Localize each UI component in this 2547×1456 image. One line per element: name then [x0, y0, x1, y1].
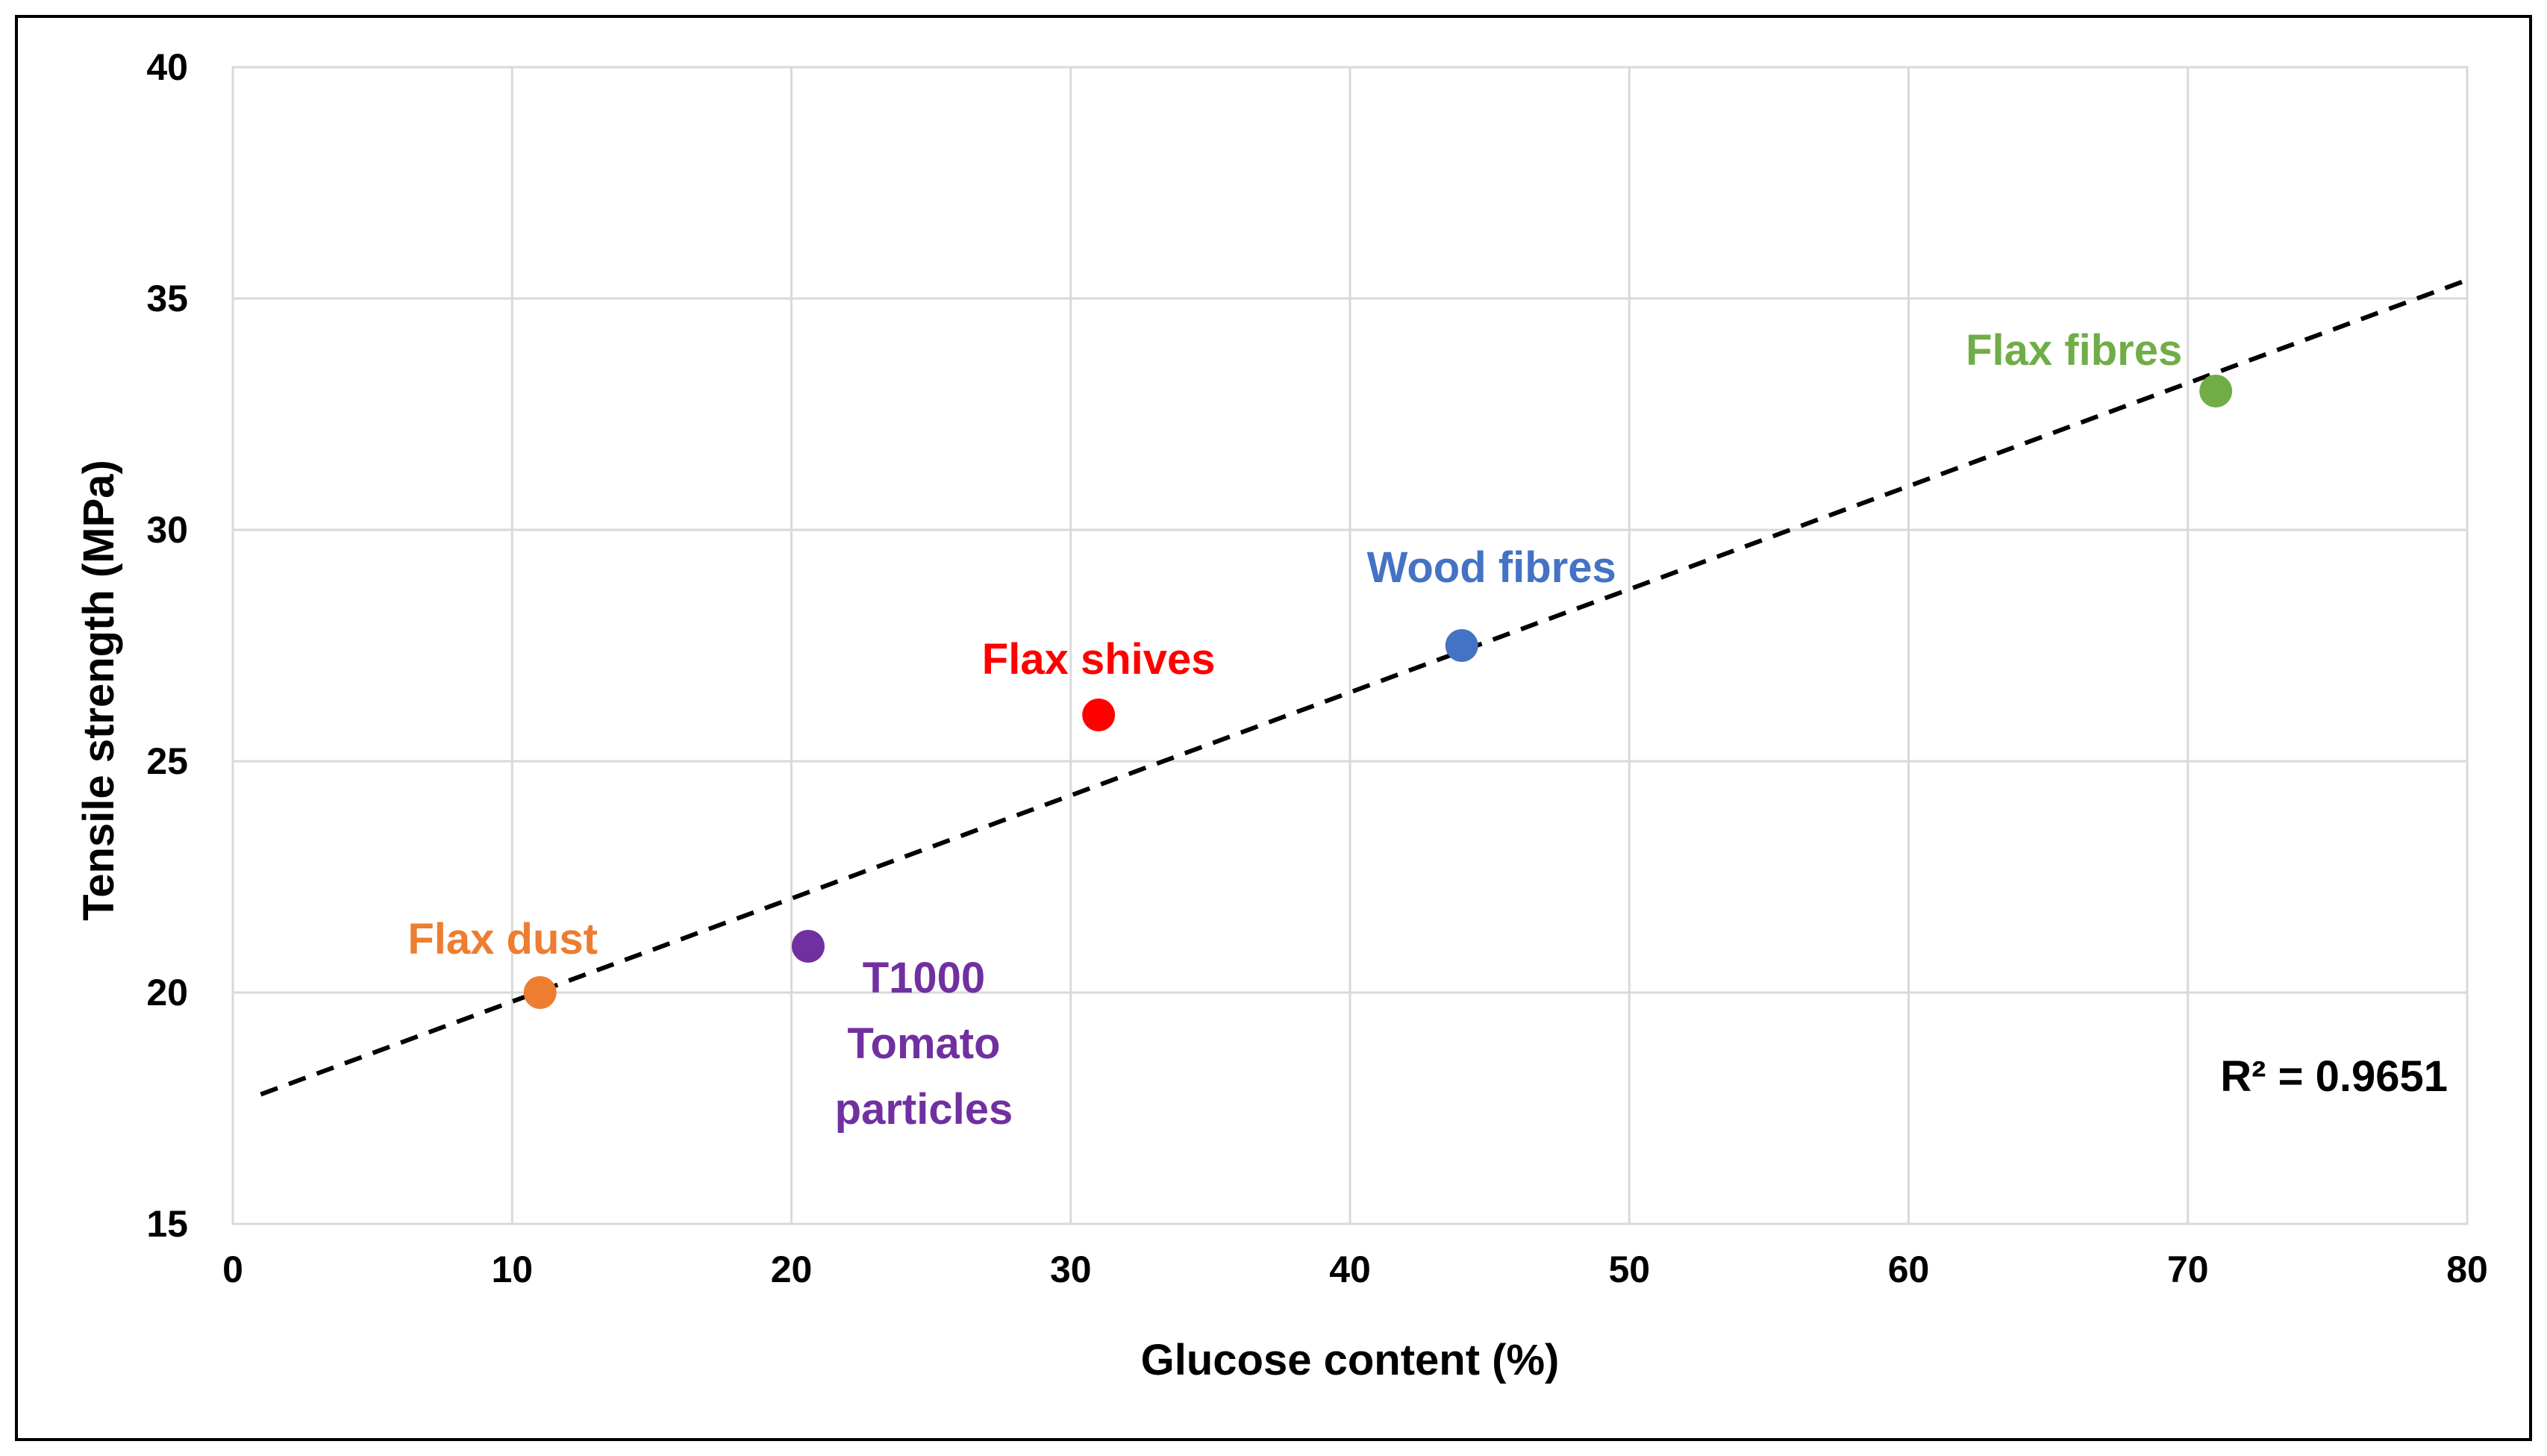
data-point: [2199, 375, 2233, 407]
x-tick-label: 70: [2167, 1249, 2209, 1290]
data-points: [523, 375, 2233, 1009]
point-label: Flax shives: [982, 635, 1216, 684]
trendline: [260, 278, 2469, 1097]
grid-lines: [231, 66, 2469, 1225]
y-tick-label: 15: [146, 1203, 188, 1245]
x-tick-label: 40: [1329, 1249, 1371, 1290]
axis-ticks: 0 10 20 30 40 50 60 70 80 15 20 25 30 35 40: [146, 46, 2487, 1290]
data-point: [523, 976, 557, 1009]
y-tick-label: 25: [146, 740, 188, 782]
x-axis-title: Glucose content (%): [1141, 1336, 1560, 1384]
point-label: Flax dust: [407, 915, 598, 963]
y-tick-label: 40: [146, 46, 188, 88]
x-tick-label: 20: [771, 1249, 813, 1290]
x-tick-label: 60: [1888, 1249, 1930, 1290]
point-label: Wood fibres: [1367, 543, 1616, 592]
x-tick-label: 10: [491, 1249, 533, 1290]
data-point: [791, 930, 825, 963]
x-tick-label: 30: [1050, 1249, 1092, 1290]
y-tick-label: 30: [146, 509, 188, 551]
y-tick-label: 20: [146, 972, 188, 1013]
plot-area-border: [231, 66, 2469, 1225]
y-axis-title: Tensile strength (MPa): [75, 460, 123, 921]
x-tick-label: 0: [222, 1249, 243, 1290]
chart-frame: [15, 15, 2532, 1441]
r-squared-annotation: R² = 0.9651: [2220, 1052, 2448, 1101]
point-label: T1000 Tomato particles: [835, 954, 1013, 1134]
data-point: [1445, 629, 1478, 662]
data-point: [1082, 699, 1116, 731]
x-tick-label: 80: [2446, 1249, 2488, 1290]
y-tick-label: 35: [146, 278, 188, 319]
point-label: Flax fibres: [1966, 326, 2182, 375]
point-labels: Flax dust T1000 Tomato particles Flax shives…: [407, 326, 2182, 1134]
x-tick-label: 50: [1608, 1249, 1650, 1290]
